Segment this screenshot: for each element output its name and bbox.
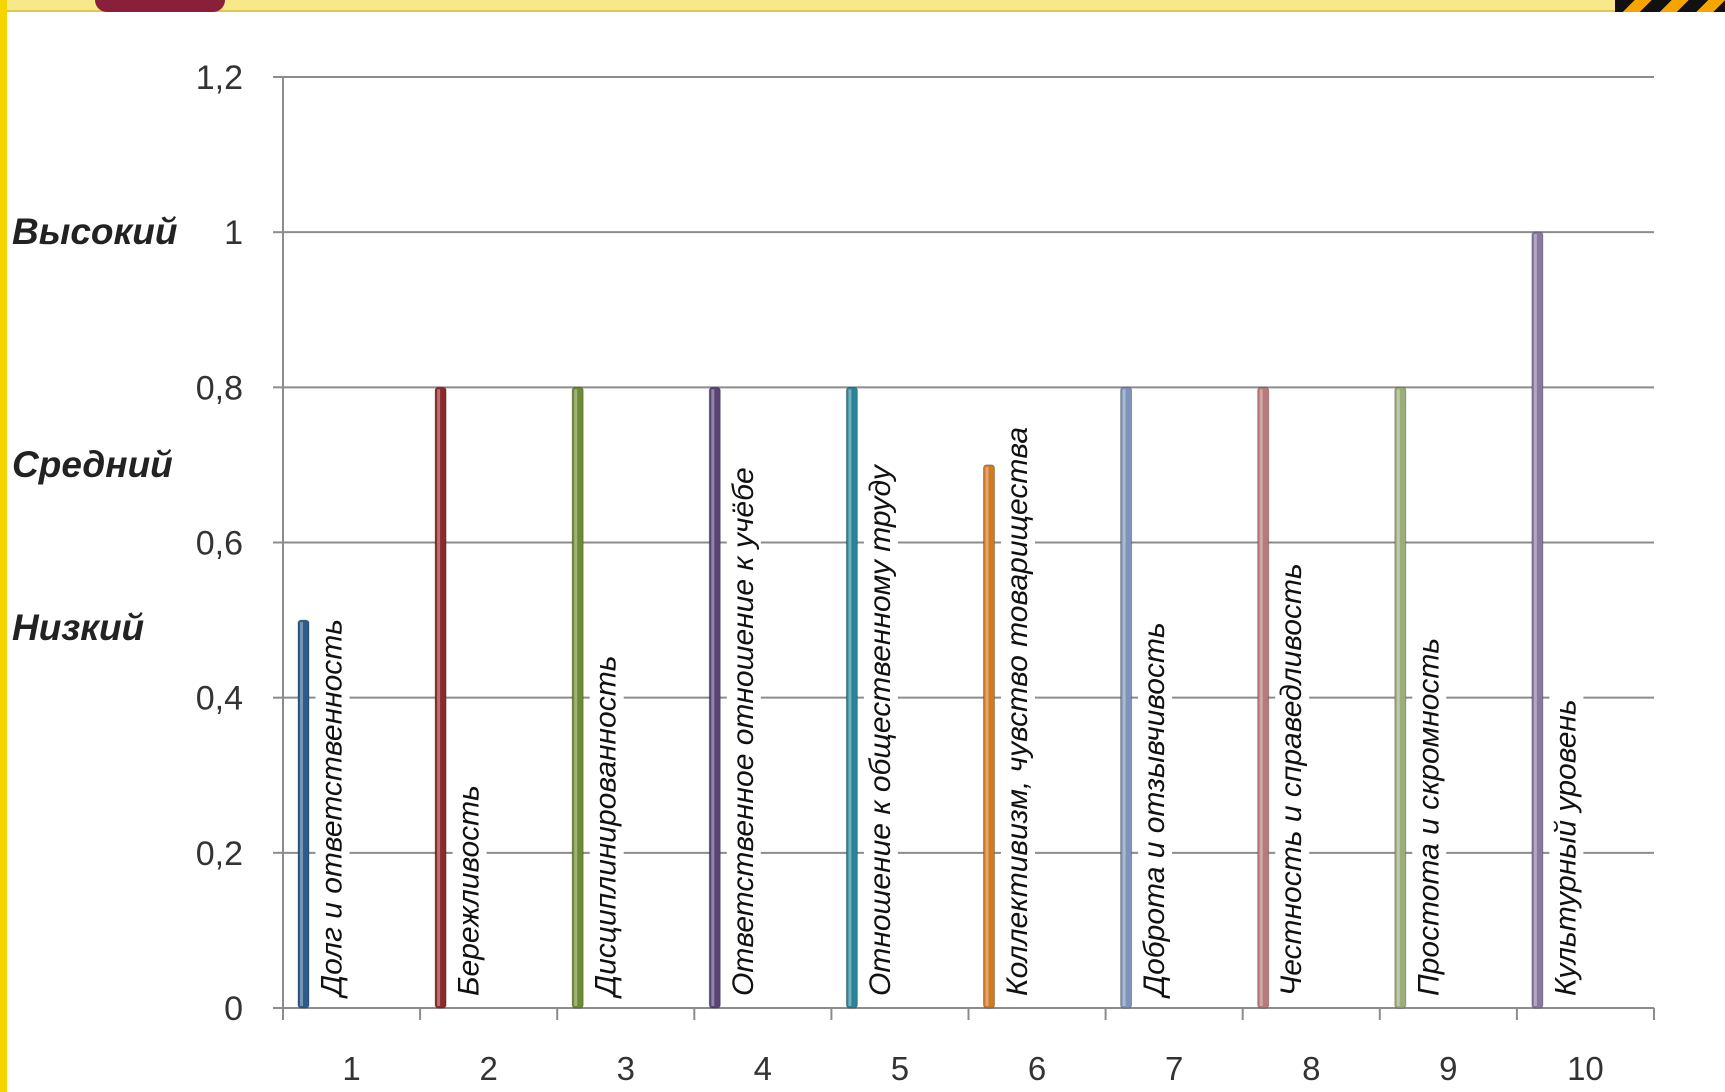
bar bbox=[845, 386, 858, 1009]
x-tick-label: 7 bbox=[1165, 1050, 1183, 1087]
y-tick-label: 1,2 bbox=[196, 59, 243, 97]
bar-label-backing bbox=[1138, 622, 1173, 1000]
slide-corner-stripes bbox=[1615, 0, 1725, 12]
slide-left-border bbox=[0, 0, 7, 1092]
bar-label: Дисциплинированность bbox=[590, 656, 623, 999]
bar-label: Честность и справедливость bbox=[1275, 563, 1308, 996]
x-tick-labels: 1 2 3 4 5 6 7 8 9 10 bbox=[342, 1050, 1603, 1087]
bar-highlight bbox=[711, 389, 715, 1006]
bar-label: Ответственное отношение к учёбе bbox=[727, 467, 760, 996]
bar-labels: Долг и ответственность Бережливость Дисцип… bbox=[315, 420, 1584, 1000]
x-tick-label: 5 bbox=[891, 1050, 909, 1087]
bar-label: Коллективизм, чувство товарищества bbox=[1001, 427, 1034, 996]
bar-highlight bbox=[1533, 234, 1537, 1006]
bar bbox=[708, 386, 721, 1009]
bar-label-backing bbox=[1549, 689, 1584, 1000]
x-tick-label: 9 bbox=[1439, 1050, 1457, 1087]
bar bbox=[571, 386, 584, 1009]
y-tick-label: 0,8 bbox=[196, 369, 243, 407]
bar-highlight bbox=[985, 466, 989, 1007]
slide-top-border bbox=[0, 0, 1725, 12]
x-tick-label: 4 bbox=[754, 1050, 772, 1087]
x-tick-label: 10 bbox=[1567, 1050, 1604, 1087]
bar-highlight bbox=[300, 622, 303, 1006]
bar bbox=[1531, 231, 1544, 1009]
y-tick-labels: 0 0,2 0,4 0,6 0,8 1 1,2 bbox=[196, 59, 243, 1028]
bar-label-backing bbox=[1412, 639, 1447, 1000]
bar-highlight bbox=[848, 389, 852, 1006]
x-tick-label: 6 bbox=[1028, 1050, 1046, 1087]
bar-label-backing bbox=[589, 656, 624, 1000]
x-tick-label: 8 bbox=[1302, 1050, 1320, 1087]
bar-label-backing bbox=[1001, 420, 1035, 1000]
bar-label: Бережливость bbox=[453, 785, 486, 996]
bar bbox=[297, 619, 310, 1009]
bar-highlight bbox=[1259, 389, 1263, 1006]
bar bbox=[1257, 386, 1270, 1009]
bar-label: Простота и скромность bbox=[1412, 638, 1445, 996]
bar-label-backing bbox=[726, 471, 761, 1000]
bar-highlight bbox=[574, 389, 578, 1006]
bar-label: Долг и ответственность bbox=[316, 619, 349, 999]
level-label: Средний bbox=[12, 444, 173, 485]
y-tick-label: 0,2 bbox=[196, 835, 243, 873]
bar-label-backing bbox=[315, 622, 350, 1000]
bar bbox=[983, 464, 995, 1009]
y-tick-label: 0 bbox=[224, 990, 243, 1028]
bar-highlight bbox=[1396, 389, 1400, 1006]
bar bbox=[434, 386, 447, 1009]
x-tick-label: 3 bbox=[617, 1050, 635, 1087]
y-tick-label: 0,4 bbox=[196, 680, 243, 718]
level-labels: Высокий Средний Низкий bbox=[12, 211, 177, 648]
bar-label: Отношение к общественному труду bbox=[864, 463, 897, 996]
axes bbox=[273, 76, 1655, 1020]
grid-lines bbox=[283, 76, 1654, 854]
bar bbox=[1394, 386, 1407, 1009]
bars bbox=[297, 231, 1544, 1009]
bar-label: Культурный уровень bbox=[1549, 699, 1582, 996]
y-tick-label: 0,6 bbox=[196, 525, 243, 563]
bar-label-backing bbox=[452, 790, 487, 1000]
bar-label-backing bbox=[1275, 555, 1310, 1000]
level-label: Низкий bbox=[12, 607, 144, 648]
x-tick-label: 2 bbox=[479, 1050, 497, 1087]
bar-label-backing bbox=[863, 471, 898, 1000]
slide-corner-decoration bbox=[95, 0, 225, 12]
y-tick-label: 1 bbox=[224, 214, 243, 252]
bar-highlight bbox=[1122, 389, 1126, 1006]
bar-label: Доброта и отзывчивость bbox=[1138, 622, 1171, 999]
bar bbox=[1120, 386, 1133, 1009]
bar-highlight bbox=[437, 389, 441, 1006]
level-label: Высокий bbox=[12, 211, 177, 252]
x-tick-label: 1 bbox=[342, 1050, 360, 1087]
